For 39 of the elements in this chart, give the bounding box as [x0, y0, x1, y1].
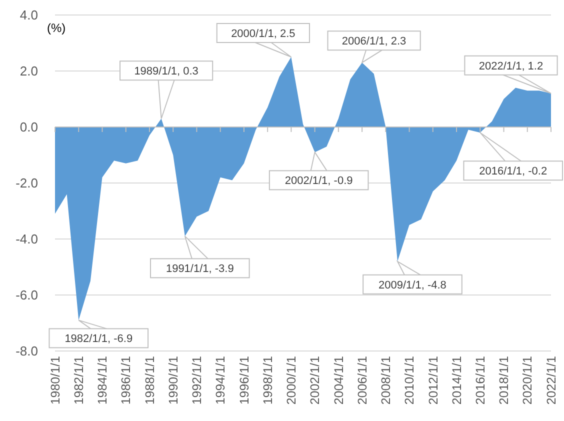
y-tick-label: 2.0: [20, 64, 38, 79]
annotation: 2000/1/1, 2.5: [231, 28, 296, 40]
annotation: 1989/1/1, 0.3: [134, 65, 198, 78]
annotation: 2022/1/1, 1.2: [478, 60, 544, 72]
x-tick-label: 1982/1/1: [72, 356, 86, 405]
x-tick-label: 1980/1/1: [48, 356, 62, 405]
x-tick-label: 2016/1/1: [474, 356, 488, 405]
x-tick-label: 1994/1/1: [214, 356, 228, 405]
y-tick-label: -2.0: [16, 176, 38, 191]
annotation: 2002/1/1, -0.9: [284, 175, 353, 188]
annotation: 2006/1/1, 2.3: [342, 35, 406, 48]
x-tick-label: 1996/1/1: [237, 356, 252, 405]
x-tick-label: 2004/1/1: [332, 356, 346, 405]
annotation: 1982/1/1, -6.9: [64, 333, 133, 346]
y-tick-label: -6.0: [16, 288, 38, 303]
x-tick-label: 2018/1/1: [497, 356, 512, 405]
y-tick-label: 0.0: [20, 120, 38, 135]
annotation: 2016/1/1, -0.2: [479, 165, 548, 178]
x-tick-label: 1984/1/1: [96, 356, 110, 405]
x-tick-label: 2022/1/1: [544, 356, 558, 405]
x-tick-label: 1986/1/1: [119, 356, 134, 405]
x-tick-label: 2010/1/1: [402, 356, 417, 405]
y-tick-label: -8.0: [16, 344, 38, 359]
x-tick-label: 2002/1/1: [308, 356, 322, 405]
x-tick-label: 2000/1/1: [284, 356, 299, 405]
x-tick-label: 2014/1/1: [450, 356, 464, 405]
y-tick-label: -4.0: [16, 232, 38, 247]
x-tick-label: 1990/1/1: [166, 356, 180, 405]
annotation: 1991/1/1, -3.9: [166, 263, 234, 276]
y-axis-title: (%): [47, 21, 66, 35]
x-tick-label: 2012/1/1: [426, 356, 440, 405]
x-tick-label: 1998/1/1: [260, 356, 275, 405]
x-tick-label: 1992/1/1: [190, 356, 204, 405]
x-tick-label: 2008/1/1: [379, 356, 394, 405]
x-tick-label: 1988/1/1: [142, 356, 157, 405]
x-tick-label: 2006/1/1: [355, 356, 370, 405]
x-tick-label: 2020/1/1: [520, 356, 535, 405]
y-tick-label: 4.0: [20, 8, 38, 23]
annotation: 2009/1/1, -4.8: [378, 279, 446, 292]
